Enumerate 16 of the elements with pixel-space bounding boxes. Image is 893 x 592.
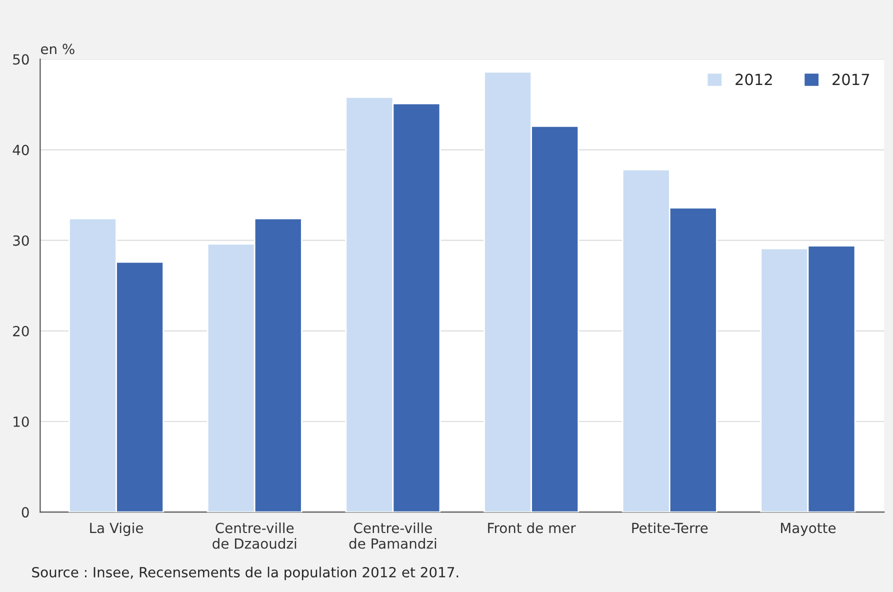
y-tick-label: 30 <box>13 235 29 246</box>
x-tick-label: Centre-ville de Dzaoudzi <box>212 522 296 549</box>
legend-label: 2017 <box>832 74 870 86</box>
legend-label: 2012 <box>736 74 772 86</box>
x-tick-label: Petite-Terre <box>632 522 708 534</box>
y-tick-label: 20 <box>13 326 29 336</box>
source-note: Source : Insee, Recensements de la population 2012 et 2017. <box>32 566 458 580</box>
y-tick-label: 40 <box>12 144 29 156</box>
x-tick-label: La Vigie <box>90 522 143 536</box>
y-tick-label: 50 <box>13 54 29 65</box>
y-tick-label: 0 <box>22 507 29 518</box>
x-tick-label: Centre-ville de Pamandzi <box>349 522 436 549</box>
x-tick-label: Front de mer <box>488 522 576 534</box>
y-tick-label: 10 <box>14 416 29 427</box>
y-axis-title: en % <box>40 44 74 54</box>
x-tick-label: Mayotte <box>781 522 836 536</box>
